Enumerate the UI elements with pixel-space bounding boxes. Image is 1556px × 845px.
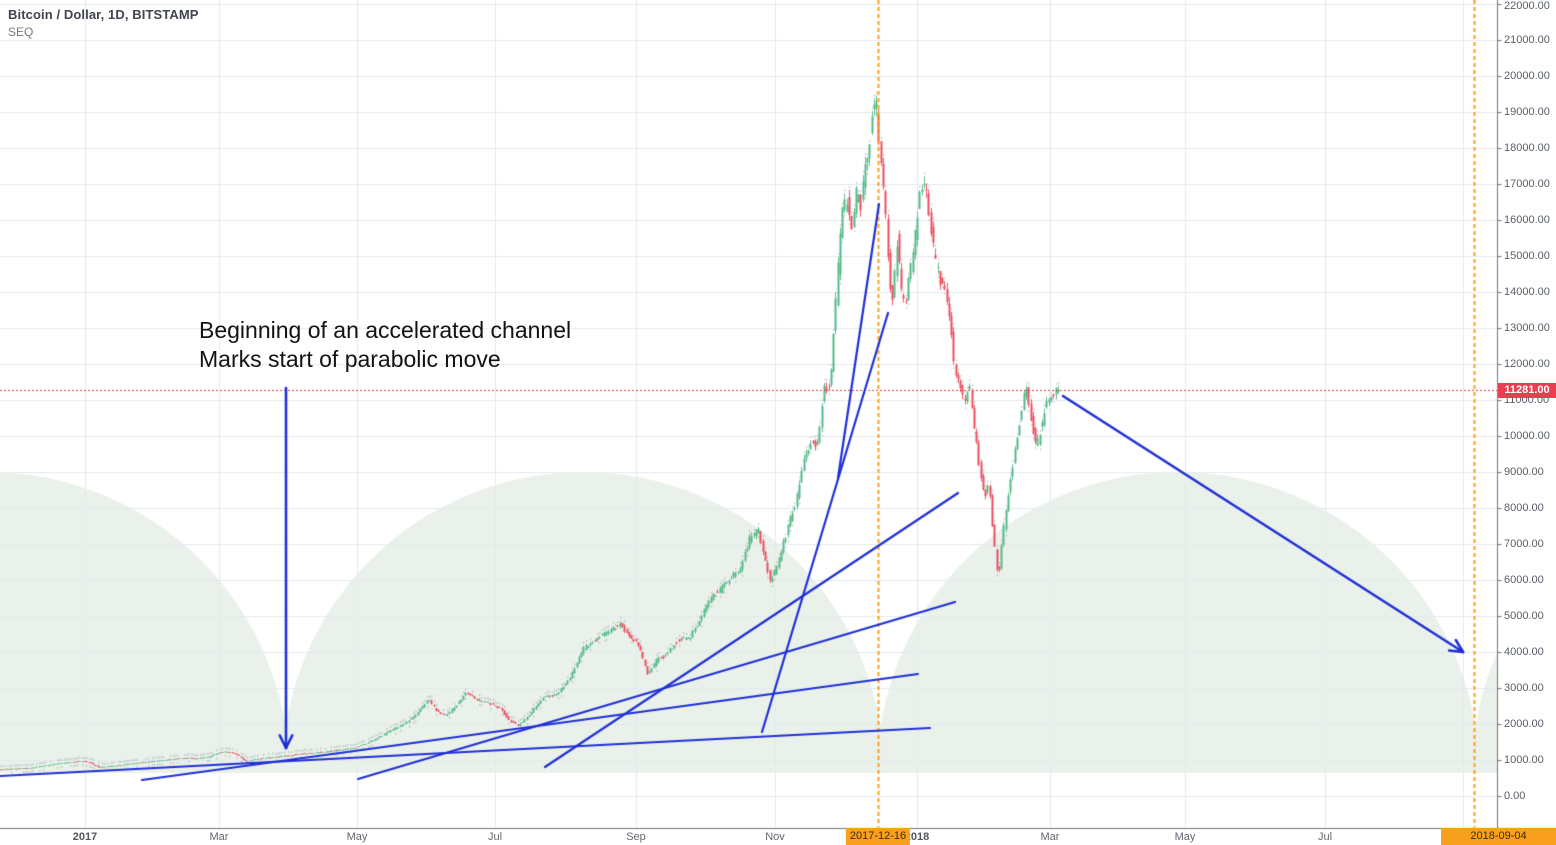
- price-tick-label: 3000.00: [1504, 682, 1544, 694]
- price-tick-label: 15000.00: [1504, 250, 1550, 262]
- time-tick-label: 2018: [904, 831, 930, 843]
- symbol-title: Bitcoin / Dollar, 1D, BITSTAMP: [8, 7, 199, 22]
- time-tick-label: May: [346, 831, 368, 843]
- date-marker-2018-09-04[interactable]: 2018-09-04: [1441, 828, 1556, 845]
- price-tick-label: 14000.00: [1504, 286, 1550, 298]
- time-tick-label: Mar: [209, 831, 229, 843]
- price-tick-label: 16000.00: [1504, 214, 1550, 226]
- price-tick-label: 20000.00: [1504, 70, 1550, 82]
- price-tick-label: 0.00: [1504, 790, 1526, 802]
- indicator-label[interactable]: SEQ: [8, 25, 34, 39]
- price-tick-label: 9000.00: [1504, 466, 1544, 478]
- time-tick-label: Mar: [1040, 831, 1060, 843]
- price-tick-label: 13000.00: [1504, 322, 1550, 334]
- price-tick-label: 2000.00: [1504, 718, 1544, 730]
- time-tick-label: Jul: [1317, 831, 1333, 843]
- time-tick-label: Nov: [765, 831, 785, 843]
- time-tick-label: May: [1174, 831, 1196, 843]
- time-tick-label: Sep: [626, 831, 646, 843]
- price-tick-label: 4000.00: [1504, 646, 1544, 658]
- price-tick-label: 19000.00: [1504, 106, 1550, 118]
- price-tick-label: 6000.00: [1504, 574, 1544, 586]
- annotation-text[interactable]: Beginning of an accelerated channel Mark…: [199, 316, 571, 374]
- price-tick-label: 22000.00: [1504, 0, 1550, 12]
- date-marker-2017-12-16[interactable]: 2017-12-16: [845, 828, 911, 845]
- current-price-label: 11281.00: [1498, 383, 1556, 398]
- annotation-line2: Marks start of parabolic move: [199, 346, 501, 372]
- time-tick-label: 2017: [72, 831, 98, 843]
- price-tick-label: 10000.00: [1504, 430, 1550, 442]
- price-tick-label: 21000.00: [1504, 34, 1550, 46]
- price-tick-label: 18000.00: [1504, 142, 1550, 154]
- price-tick-label: 5000.00: [1504, 610, 1544, 622]
- annotation-line1: Beginning of an accelerated channel: [199, 317, 572, 343]
- price-tick-label: 7000.00: [1504, 538, 1544, 550]
- price-tick-label: 8000.00: [1504, 502, 1544, 514]
- price-tick-label: 17000.00: [1504, 178, 1550, 190]
- time-tick-label: Jul: [487, 831, 503, 843]
- price-tick-label: 1000.00: [1504, 754, 1544, 766]
- price-tick-label: 12000.00: [1504, 358, 1550, 370]
